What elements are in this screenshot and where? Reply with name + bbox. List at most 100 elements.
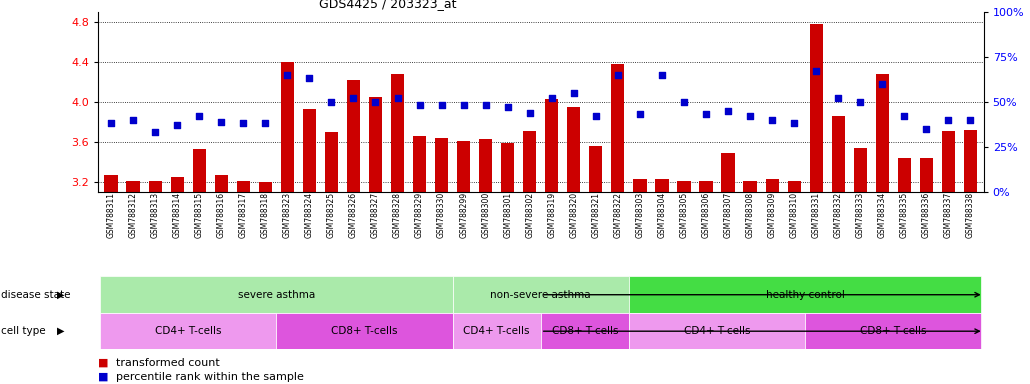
Bar xyxy=(100,276,452,313)
Bar xyxy=(171,177,183,192)
Text: GSM788313: GSM788313 xyxy=(150,192,160,238)
Bar xyxy=(324,132,338,192)
Bar xyxy=(678,181,690,192)
Text: GSM788328: GSM788328 xyxy=(393,192,402,238)
Text: ▶: ▶ xyxy=(58,290,65,300)
Point xyxy=(147,129,164,136)
Text: ■: ■ xyxy=(98,372,108,382)
Bar xyxy=(259,182,272,192)
Text: GSM788338: GSM788338 xyxy=(966,192,975,238)
Bar xyxy=(148,181,162,192)
Point xyxy=(258,120,274,126)
Point xyxy=(587,113,604,119)
Bar xyxy=(104,175,117,192)
Text: GSM788319: GSM788319 xyxy=(547,192,556,238)
Bar xyxy=(721,153,734,192)
Bar xyxy=(391,74,404,192)
Point xyxy=(742,113,758,119)
Point xyxy=(896,113,913,119)
Text: GSM788312: GSM788312 xyxy=(129,192,138,238)
Bar xyxy=(589,146,603,192)
Text: CD4+ T-cells: CD4+ T-cells xyxy=(464,326,529,336)
Bar xyxy=(237,181,250,192)
Text: GSM788337: GSM788337 xyxy=(943,192,953,238)
Bar xyxy=(629,313,805,349)
Point xyxy=(368,99,384,105)
Text: ■: ■ xyxy=(98,358,108,368)
Point xyxy=(125,117,141,123)
Point xyxy=(455,102,472,108)
Point xyxy=(918,126,934,132)
Point xyxy=(676,99,692,105)
Bar xyxy=(788,181,800,192)
Bar xyxy=(127,181,140,192)
Bar xyxy=(655,179,668,192)
Text: ▶: ▶ xyxy=(58,326,65,336)
Text: GSM788303: GSM788303 xyxy=(636,192,645,238)
Text: GSM788324: GSM788324 xyxy=(305,192,314,238)
Text: GSM788320: GSM788320 xyxy=(570,192,578,238)
Text: CD8+ T-cells: CD8+ T-cells xyxy=(860,326,927,336)
Text: GSM788299: GSM788299 xyxy=(459,192,468,238)
Point xyxy=(808,68,824,74)
Text: GSM788327: GSM788327 xyxy=(371,192,380,238)
Text: CD4+ T-cells: CD4+ T-cells xyxy=(154,326,221,336)
Bar xyxy=(831,116,845,192)
Bar xyxy=(100,313,276,349)
Text: CD4+ T-cells: CD4+ T-cells xyxy=(684,326,750,336)
Text: healthy control: healthy control xyxy=(765,290,845,300)
Bar xyxy=(744,181,757,192)
Bar xyxy=(765,179,779,192)
Point xyxy=(940,117,957,123)
Point xyxy=(500,104,516,110)
Text: GSM788318: GSM788318 xyxy=(261,192,270,238)
Point xyxy=(323,99,340,105)
Text: GSM788315: GSM788315 xyxy=(195,192,204,238)
Point xyxy=(235,120,251,126)
Text: GSM788305: GSM788305 xyxy=(680,192,688,238)
Text: GSM788310: GSM788310 xyxy=(790,192,798,238)
Text: GSM788330: GSM788330 xyxy=(437,192,446,238)
Point xyxy=(345,95,362,101)
Point xyxy=(521,109,538,116)
Bar xyxy=(629,276,982,313)
Bar xyxy=(452,313,541,349)
Bar xyxy=(303,109,316,192)
Point xyxy=(191,113,207,119)
Bar xyxy=(457,141,471,192)
Point xyxy=(720,108,736,114)
Point xyxy=(962,117,978,123)
Text: percentile rank within the sample: percentile rank within the sample xyxy=(116,372,304,382)
Text: GSM788326: GSM788326 xyxy=(349,192,358,238)
Bar xyxy=(452,276,629,313)
Point xyxy=(631,111,648,118)
Text: non-severe asthma: non-severe asthma xyxy=(490,290,591,300)
Bar xyxy=(479,139,492,192)
Text: GSM788321: GSM788321 xyxy=(591,192,600,238)
Bar xyxy=(876,74,889,192)
Text: GSM788336: GSM788336 xyxy=(922,192,931,238)
Point xyxy=(874,81,891,87)
Text: GSM788325: GSM788325 xyxy=(327,192,336,238)
Point xyxy=(764,117,781,123)
Point xyxy=(544,95,560,101)
Text: GSM788323: GSM788323 xyxy=(283,192,291,238)
Bar xyxy=(347,80,360,192)
Bar xyxy=(369,97,382,192)
Bar xyxy=(805,313,982,349)
Text: GSM788335: GSM788335 xyxy=(900,192,908,238)
Point xyxy=(301,75,317,81)
Point xyxy=(786,120,802,126)
Text: GSM788333: GSM788333 xyxy=(856,192,865,238)
Bar xyxy=(941,131,955,192)
Bar xyxy=(276,313,452,349)
Point xyxy=(411,102,427,108)
Bar xyxy=(541,313,629,349)
Text: GSM788316: GSM788316 xyxy=(216,192,226,238)
Point xyxy=(434,102,450,108)
Bar xyxy=(413,136,426,192)
Text: CD8+ T-cells: CD8+ T-cells xyxy=(552,326,618,336)
Bar xyxy=(435,138,448,192)
Bar xyxy=(964,130,977,192)
Bar xyxy=(545,99,558,192)
